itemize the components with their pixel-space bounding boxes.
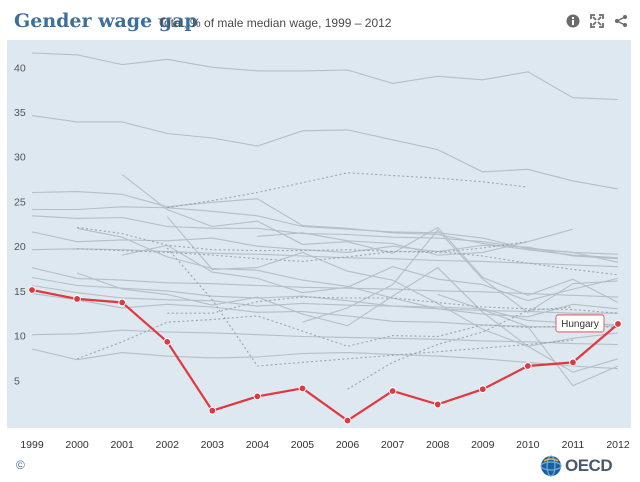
- chart-header: Gender wage gap Total, % of male median …: [0, 0, 640, 40]
- x-tick-label: 2006: [336, 439, 360, 451]
- y-tick-label: 5: [14, 375, 20, 387]
- x-tick-label: 2002: [156, 439, 180, 451]
- dotted-series-line-1: [167, 172, 528, 209]
- series-line-12: [31, 329, 619, 346]
- copyright-mark[interactable]: ©: [16, 458, 25, 472]
- expand-icon[interactable]: [590, 14, 604, 28]
- y-tick-label: 10: [14, 331, 26, 343]
- highlight-point: [388, 387, 397, 395]
- x-tick-label: 2008: [426, 439, 450, 451]
- series-line-21: [76, 227, 619, 318]
- y-tick-label: 35: [14, 107, 26, 119]
- highlight-point: [569, 358, 577, 367]
- series-label-hungary: Hungary: [561, 319, 599, 330]
- oecd-logo-text: OECD: [565, 456, 613, 475]
- x-tick-label: 2003: [201, 439, 225, 451]
- x-tick-label: 2000: [65, 439, 89, 451]
- x-tick-label: 2005: [291, 439, 315, 451]
- dotted-series-line-6: [166, 247, 573, 367]
- series-line-6: [31, 231, 619, 260]
- y-tick-label: 15: [14, 286, 26, 298]
- highlight-point: [73, 295, 81, 303]
- x-tick-label: 2009: [471, 439, 495, 451]
- highlight-point: [28, 286, 36, 294]
- series-line-8: [31, 267, 619, 298]
- highlight-point: [118, 298, 127, 307]
- series-line-1: [31, 52, 619, 101]
- x-tick-label: 2012: [606, 439, 630, 451]
- highlight-point: [433, 400, 442, 409]
- series-line-10: [31, 284, 619, 326]
- x-tick-label: 2010: [516, 439, 540, 451]
- highlight-point: [298, 384, 307, 393]
- series-line-19: [257, 228, 574, 256]
- highlight-point: [343, 416, 352, 425]
- series-line-2: [31, 115, 619, 190]
- y-tick-label: 30: [14, 152, 26, 164]
- dotted-series-line-7: [347, 306, 573, 390]
- x-tick-label: 2007: [381, 439, 405, 451]
- dotted-series-line-2: [77, 226, 528, 253]
- series-line-18: [302, 229, 619, 323]
- highlight-point: [614, 320, 622, 328]
- highlight-series-line: [31, 288, 619, 422]
- series-line-15: [122, 244, 619, 302]
- chart-title: Gender wage gap: [14, 10, 198, 32]
- highlight-point: [478, 385, 487, 394]
- highlight-point: [163, 337, 172, 346]
- x-tick-label: 2011: [562, 439, 585, 451]
- series-line-5: [31, 215, 619, 255]
- x-tick-label: 1999: [20, 439, 44, 451]
- x-tick-label: 2004: [246, 439, 270, 451]
- x-tick-label: 2001: [110, 439, 134, 451]
- info-icon[interactable]: [566, 14, 580, 28]
- series-line-7: [31, 248, 619, 268]
- chart-subtitle: Total, % of male median wage, 1999 – 201…: [158, 16, 392, 30]
- series-line-13: [31, 348, 619, 370]
- series-line-3: [31, 191, 619, 259]
- dotted-series-line-3: [77, 248, 619, 276]
- series-line-11: [31, 293, 619, 329]
- y-tick-label: 40: [14, 62, 26, 74]
- series-line-14: [121, 174, 619, 303]
- series-line-9: [31, 276, 618, 314]
- highlight-point: [523, 362, 532, 370]
- y-tick-label: 25: [14, 196, 26, 208]
- highlight-point: [208, 406, 217, 415]
- share-icon[interactable]: [614, 14, 628, 28]
- oecd-logo[interactable]: OECD: [540, 455, 613, 477]
- series-line-17: [166, 216, 619, 373]
- y-tick-label: 20: [14, 241, 26, 253]
- globe-icon: [540, 455, 562, 477]
- series-label-box: [555, 314, 605, 333]
- chart-toolbar: [566, 14, 628, 28]
- highlight-point: [253, 392, 262, 401]
- series-line-20: [437, 293, 619, 387]
